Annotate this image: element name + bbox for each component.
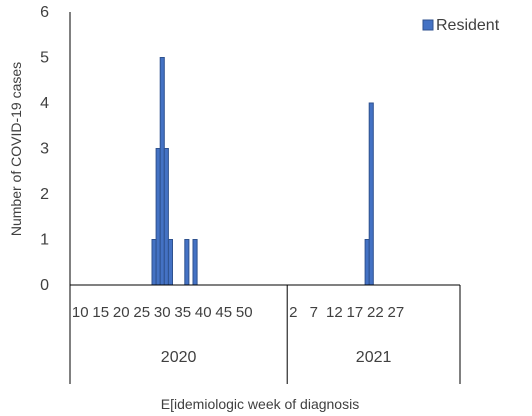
x-tick-label: 25 (133, 304, 150, 321)
x-tick-label: 30 (154, 304, 171, 321)
bars (151, 57, 374, 286)
year-label-2021: 2021 (356, 349, 392, 366)
x-tick-label: 17 (347, 304, 364, 321)
year-label-2020: 2020 (161, 349, 197, 366)
x-tick-label: 22 (367, 304, 384, 321)
bar (184, 239, 190, 286)
y-tick-label: 1 (40, 232, 49, 249)
x-tick-label: 12 (326, 304, 343, 321)
y-tick-label: 2 (40, 186, 49, 203)
x-axis-ticks: 10 15 20 25 30 35 40 45 50 2 7 12 17 22 27 (72, 304, 404, 321)
bar (163, 148, 169, 286)
bar (155, 148, 161, 286)
x-axis (69, 12, 461, 384)
x-tick-label: 10 (72, 304, 89, 321)
y-tick-label: 4 (40, 95, 49, 112)
bar (364, 239, 370, 286)
bar (167, 239, 173, 286)
bar (192, 239, 198, 286)
x-axis-label: E[idemiologic week of diagnosis (161, 396, 359, 412)
bar (368, 102, 374, 286)
y-axis-label: Number of COVID-19 cases (8, 62, 24, 236)
x-tick-label: 7 (310, 304, 318, 321)
year-labels: 2020 2021 (161, 349, 392, 366)
x-tick-label: 27 (388, 304, 405, 321)
x-tick-label: 2 (289, 304, 297, 321)
bar (159, 57, 165, 286)
y-tick-label: 3 (40, 141, 49, 158)
x-tick-label: 20 (113, 304, 130, 321)
legend-label-resident: Resident (436, 17, 500, 34)
y-axis-ticks: 0 1 2 3 4 5 6 (40, 4, 49, 294)
x-tick-label: 45 (215, 304, 232, 321)
x-tick-label: 15 (92, 304, 109, 321)
x-tick-label: 50 (236, 304, 253, 321)
bar (151, 239, 157, 286)
legend: Resident (422, 17, 500, 34)
y-tick-label: 5 (40, 50, 49, 67)
x-tick-label: 40 (195, 304, 212, 321)
y-tick-label: 0 (40, 277, 49, 294)
legend-swatch-resident (422, 19, 434, 31)
x-tick-label: 35 (174, 304, 191, 321)
y-tick-label: 6 (40, 4, 49, 21)
